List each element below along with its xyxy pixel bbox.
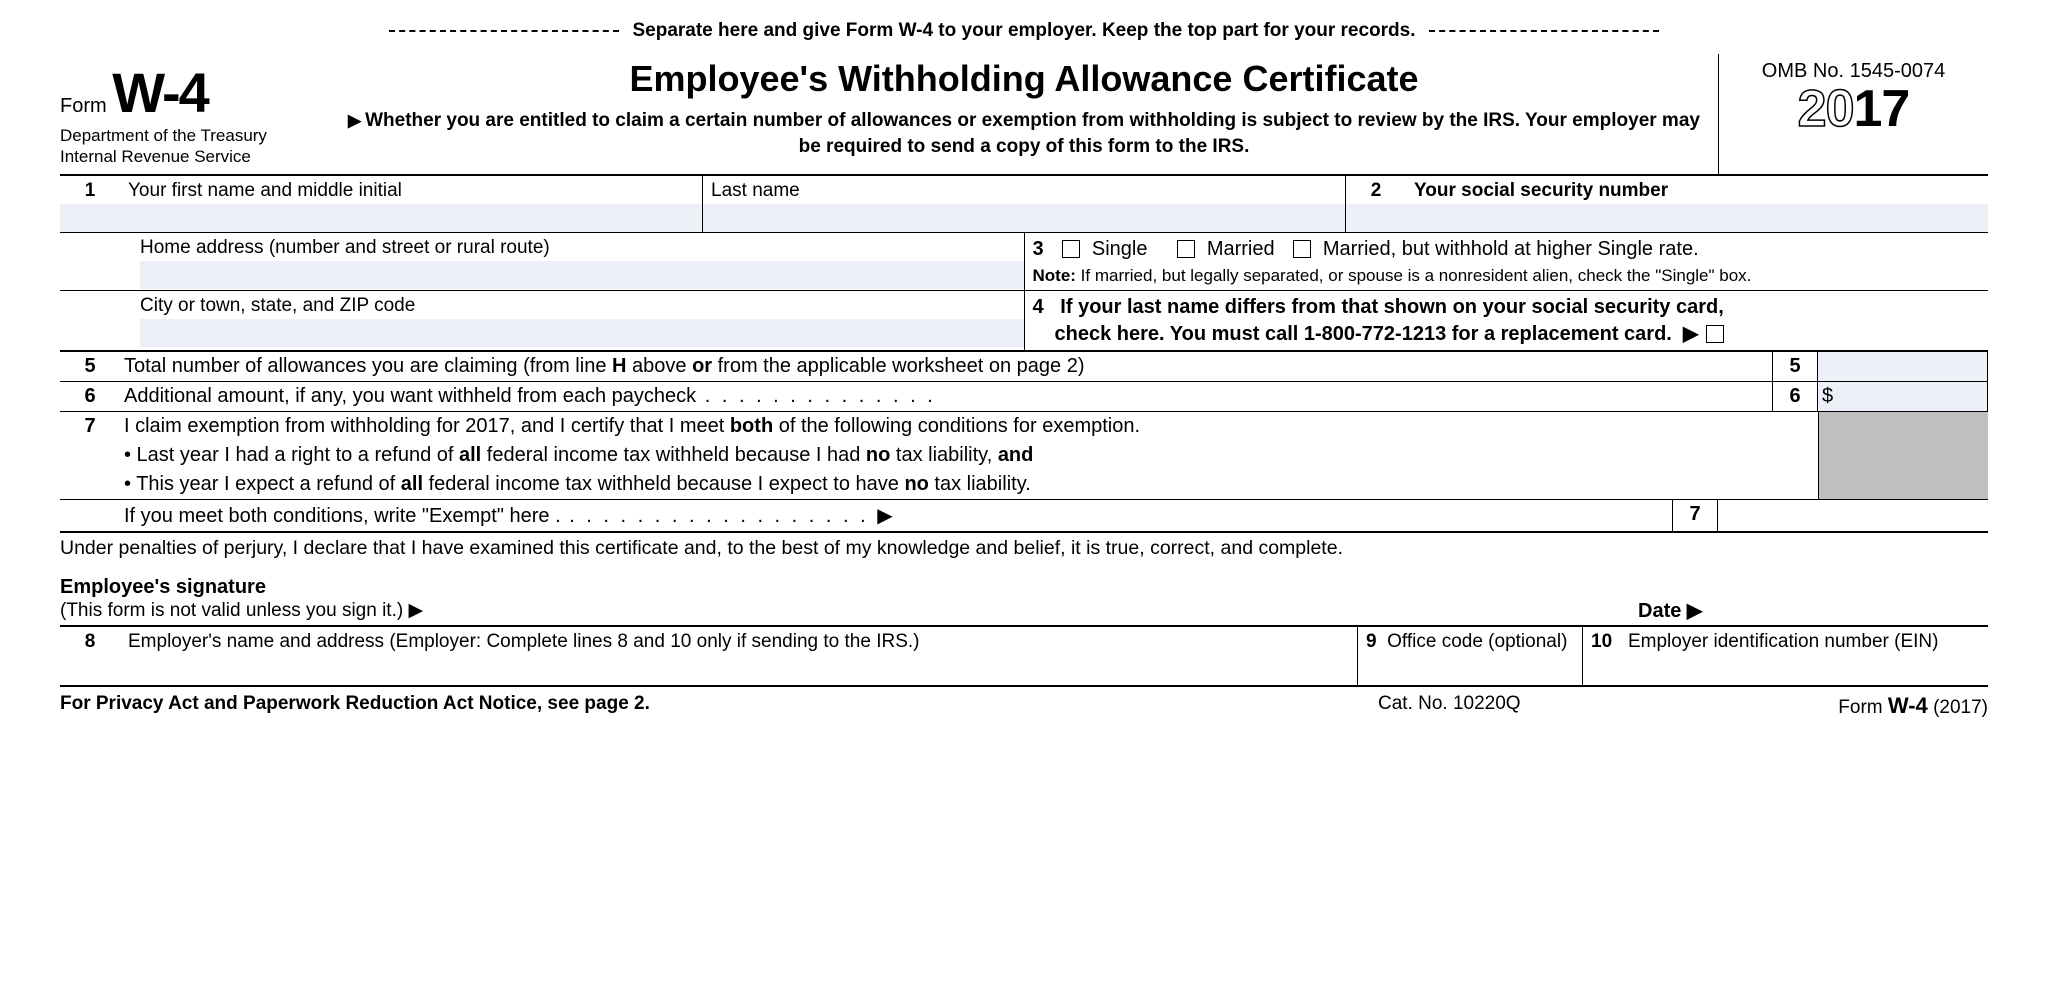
option-single: Single bbox=[1092, 238, 1148, 260]
privacy-notice: For Privacy Act and Paperwork Reduction … bbox=[60, 693, 1378, 719]
first-name-label: Your first name and middle initial bbox=[120, 176, 410, 204]
address-cell: Home address (number and street or rural… bbox=[60, 233, 1025, 290]
ssn-cell: 2 Your social security number bbox=[1346, 176, 1988, 232]
line-4-number: 4 bbox=[1033, 296, 1044, 318]
line-9-label: Office code (optional) bbox=[1387, 631, 1567, 652]
employer-row: 8 Employer's name and address (Employer:… bbox=[60, 627, 1988, 687]
line-7-exempt: If you meet both conditions, write "Exem… bbox=[60, 500, 1988, 533]
form-year: 2017 bbox=[1719, 83, 1988, 135]
filing-status-cell: 3 Single Married Married, but withhold a… bbox=[1025, 233, 1989, 290]
first-name-cell: 1 Your first name and middle initial bbox=[60, 176, 703, 232]
line-5-text: Total number of allowances you are claim… bbox=[120, 352, 1772, 381]
line-7-grey-box bbox=[1818, 412, 1988, 500]
line-6-number: 6 bbox=[60, 382, 120, 411]
separator-instruction: Separate here and give Form W-4 to your … bbox=[60, 20, 1988, 42]
row-address-filing: Home address (number and street or rural… bbox=[60, 233, 1988, 291]
line-10-label: Employer identification number (EIN) bbox=[1628, 631, 1938, 652]
line-8-number: 8 bbox=[60, 627, 120, 657]
header-left: Form W-4 Department of the Treasury Inte… bbox=[60, 54, 330, 174]
line-6-text: Additional amount, if any, you want with… bbox=[120, 382, 1772, 411]
form-ref: Form W-4 (2017) bbox=[1728, 693, 1988, 719]
line-9-number: 9 bbox=[1366, 631, 1377, 652]
separator-text: Separate here and give Form W-4 to your … bbox=[632, 20, 1415, 41]
perjury-statement: Under penalties of perjury, I declare th… bbox=[60, 533, 1988, 562]
line-1-number: 1 bbox=[60, 176, 120, 204]
row-name-ssn: 1 Your first name and middle initial Las… bbox=[60, 176, 1988, 233]
dept-treasury: Department of the Treasury bbox=[60, 125, 330, 146]
line-5-input[interactable] bbox=[1818, 352, 1988, 381]
line-10-number: 10 bbox=[1591, 631, 1612, 652]
signature-subtitle: (This form is not valid unless you sign … bbox=[60, 599, 1638, 622]
ein-cell: 10 Employer identification number (EIN) bbox=[1583, 627, 1988, 685]
line-4-text-b: check here. You must call 1-800-772-1213… bbox=[1055, 323, 1672, 345]
office-code-input[interactable] bbox=[1358, 657, 1582, 685]
form-code: W-4 bbox=[112, 60, 208, 125]
checkbox-married[interactable] bbox=[1177, 240, 1195, 258]
office-code-cell: 9 Office code (optional) bbox=[1358, 627, 1583, 685]
line-7-text-1: I claim exemption from withholding for 2… bbox=[120, 412, 1818, 441]
form-subtitle: ▶Whether you are entitled to claim a cer… bbox=[340, 108, 1708, 159]
checkbox-married-single[interactable] bbox=[1293, 240, 1311, 258]
city-label: City or town, state, and ZIP code bbox=[60, 291, 1024, 319]
line-7-exempt-text: If you meet both conditions, write "Exem… bbox=[120, 500, 1672, 531]
note-prefix: Note: bbox=[1033, 266, 1076, 285]
date-area[interactable]: Date ▶ bbox=[1638, 576, 1988, 623]
line-6-input[interactable]: $ bbox=[1818, 382, 1988, 411]
address-input[interactable] bbox=[140, 261, 1024, 289]
first-name-input[interactable] bbox=[60, 204, 702, 232]
line-7-bullet-2: • This year I expect a refund of all fed… bbox=[120, 470, 1818, 499]
line-7: 7 I claim exemption from withholding for… bbox=[60, 412, 1988, 500]
note-text: If married, but legally separated, or sp… bbox=[1076, 266, 1751, 285]
date-label: Date ▶ bbox=[1638, 600, 1702, 622]
line-7-number: 7 bbox=[60, 412, 120, 441]
form-title: Employee's Withholding Allowance Certifi… bbox=[340, 58, 1708, 100]
employer-name-cell: 8 Employer's name and address (Employer:… bbox=[60, 627, 1358, 685]
form-word: Form bbox=[60, 95, 107, 117]
year-solid: 17 bbox=[1854, 80, 1910, 138]
last-name-cell: Last name bbox=[703, 176, 1346, 232]
footer: For Privacy Act and Paperwork Reduction … bbox=[60, 687, 1988, 719]
signature-row: Employee's signature (This form is not v… bbox=[60, 576, 1988, 627]
lastname-differs-cell: 4 If your last name differs from that sh… bbox=[1025, 291, 1989, 350]
line-7-exempt-input[interactable] bbox=[1718, 500, 1988, 531]
employer-name-input[interactable] bbox=[60, 657, 1357, 685]
signature-title: Employee's signature bbox=[60, 576, 1638, 599]
line-6: 6 Additional amount, if any, you want wi… bbox=[60, 382, 1988, 412]
last-name-label: Last name bbox=[703, 176, 1345, 204]
line-3-number: 3 bbox=[1033, 238, 1044, 260]
line-5: 5 Total number of allowances you are cla… bbox=[60, 352, 1988, 382]
ssn-label: Your social security number bbox=[1406, 176, 1676, 204]
line-4-text-a: If your last name differs from that show… bbox=[1060, 296, 1724, 318]
form-header: Form W-4 Department of the Treasury Inte… bbox=[60, 54, 1988, 176]
address-label: Home address (number and street or rural… bbox=[60, 233, 1024, 261]
cat-number: Cat. No. 10220Q bbox=[1378, 693, 1728, 719]
checkbox-lastname-differs[interactable] bbox=[1706, 325, 1724, 343]
ein-input[interactable] bbox=[1583, 657, 1988, 685]
year-outline: 20 bbox=[1798, 80, 1854, 138]
line-7-bullet-1: • Last year I had a right to a refund of… bbox=[120, 441, 1818, 470]
last-name-input[interactable] bbox=[703, 204, 1345, 232]
checkbox-single[interactable] bbox=[1062, 240, 1080, 258]
signature-area[interactable]: Employee's signature (This form is not v… bbox=[60, 576, 1638, 623]
option-married: Married bbox=[1207, 238, 1275, 260]
header-middle: Employee's Withholding Allowance Certifi… bbox=[330, 54, 1718, 174]
dollar-sign: $ bbox=[1822, 385, 1833, 407]
line-5-box-number: 5 bbox=[1772, 352, 1818, 381]
row-city-lastname: City or town, state, and ZIP code 4 If y… bbox=[60, 291, 1988, 352]
header-right: OMB No. 1545-0074 2017 bbox=[1718, 54, 1988, 174]
line-8-label: Employer's name and address (Employer: C… bbox=[120, 627, 927, 657]
line-5-number: 5 bbox=[60, 352, 120, 381]
city-cell: City or town, state, and ZIP code bbox=[60, 291, 1025, 350]
line-6-box-number: 6 bbox=[1772, 382, 1818, 411]
line-7-box-number: 7 bbox=[1672, 500, 1718, 531]
line-2-number: 2 bbox=[1346, 176, 1406, 204]
city-input[interactable] bbox=[140, 319, 1024, 347]
ssn-input[interactable] bbox=[1346, 204, 1988, 232]
dept-irs: Internal Revenue Service bbox=[60, 146, 330, 167]
option-married-single: Married, but withhold at higher Single r… bbox=[1323, 238, 1699, 260]
subtitle-text: Whether you are entitled to claim a cert… bbox=[365, 110, 1700, 157]
